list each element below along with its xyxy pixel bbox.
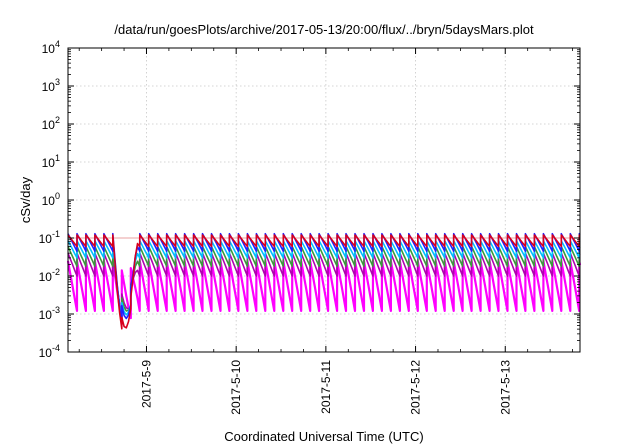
y-tick-label: 10-4 [39, 343, 60, 360]
x-tick-label: 2017-5-10 [229, 360, 243, 415]
series-layer [66, 232, 582, 330]
x-axis-title: Coordinated Universal Time (UTC) [224, 429, 423, 444]
y-tick-label: 10-1 [39, 229, 60, 246]
y-tick-label: 103 [42, 77, 60, 94]
y-tick-label: 104 [42, 39, 60, 56]
y-tick-label: 10-3 [39, 305, 60, 322]
y-tick-label: 102 [42, 115, 60, 132]
grid-lines [68, 48, 580, 352]
x-tick-label: 2017-5-9 [139, 360, 153, 408]
series-line [67, 232, 581, 324]
series-line [66, 259, 582, 322]
series-line [67, 239, 581, 321]
y-tick-label: 100 [42, 191, 60, 208]
x-tick-label: 2017-5-11 [319, 360, 333, 414]
y-tick-label: 10-2 [39, 267, 60, 284]
chart-title: /data/run/goesPlots/archive/2017-05-13/2… [114, 22, 534, 37]
axis-ticks: 10-4 10-3 10-2 10-1 100 101 102 103 104 2017-5-9 2… [39, 39, 580, 415]
series-line [67, 234, 581, 330]
y-tick-label: 101 [42, 153, 60, 170]
y-axis-title: cSv/day [18, 176, 33, 223]
x-tick-label: 2017-5-13 [498, 360, 512, 415]
x-tick-label: 2017-5-12 [409, 360, 423, 415]
